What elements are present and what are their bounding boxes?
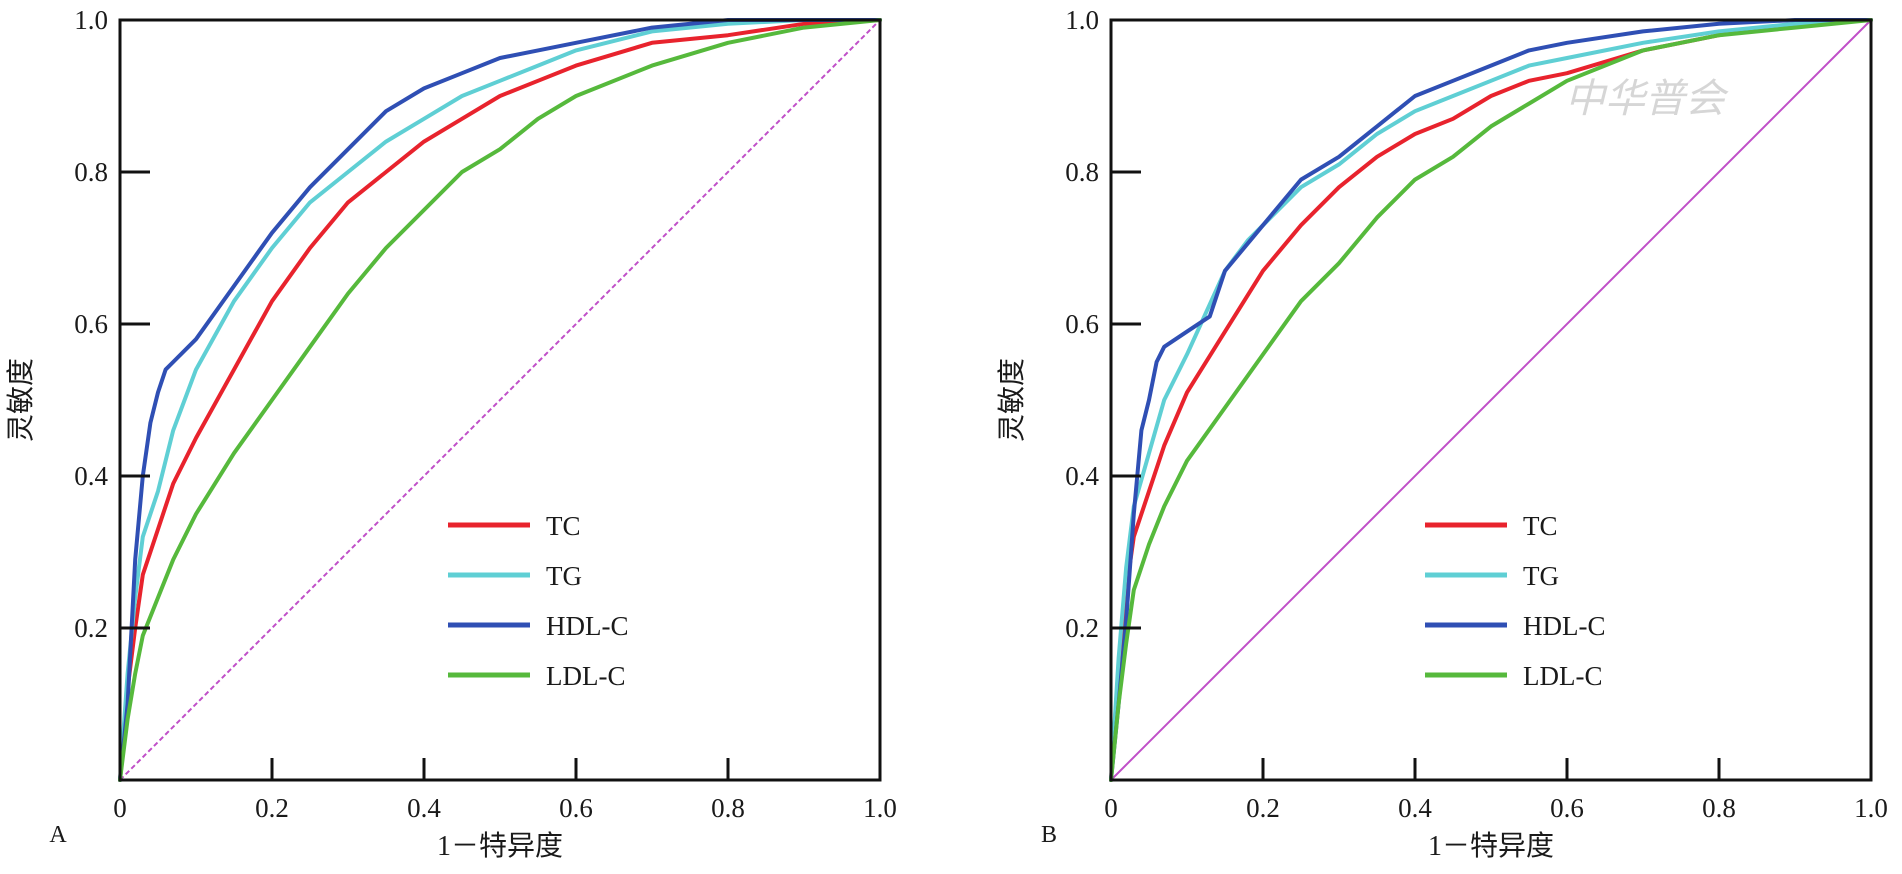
y-axis-title: 灵敏度 [5, 358, 37, 442]
x-tick-label: 0.6 [559, 793, 593, 823]
roc-curve-ldl-c [118, 18, 882, 782]
y-tick-label: 0.6 [1065, 309, 1099, 339]
y-tick-label: 1.0 [1065, 5, 1099, 35]
legend-label: HDL-C [546, 611, 629, 641]
x-tick-label: 0 [1104, 793, 1118, 823]
y-tick-label: 0.2 [1065, 613, 1099, 643]
x-tick-label: 0.6 [1550, 793, 1584, 823]
legend-label: LDL-C [1523, 661, 1602, 691]
plot-frame [1109, 18, 1873, 782]
legend-label: LDL-C [546, 661, 625, 691]
x-tick-label: 0.4 [407, 793, 441, 823]
y-tick-label: 0.6 [74, 309, 108, 339]
x-tick-label: 0.8 [711, 793, 745, 823]
x-tick-label: 0.4 [1398, 793, 1432, 823]
legend: TC TG HDL-C LDL-C [448, 511, 629, 691]
reference-diagonal-line [119, 19, 881, 781]
legend-label: HDL-C [1523, 611, 1606, 641]
x-tick-label: 1.0 [1854, 793, 1888, 823]
x-tick-label: 0.8 [1702, 793, 1736, 823]
panel-letter: B [1041, 822, 1057, 848]
y-axis-title: 灵敏度 [996, 358, 1028, 442]
roc-curve-ldl-c [1109, 18, 1873, 782]
roc-curve-tg [118, 18, 882, 782]
x-axis-title: 1－特异度 [1428, 830, 1554, 862]
y-tick-label: 0.4 [74, 461, 108, 491]
plot-frame [118, 18, 882, 782]
panel-letter: A [49, 822, 67, 848]
x-tick-label: 0.2 [255, 793, 289, 823]
legend-label: TC [546, 511, 581, 541]
reference-diagonal-line [1110, 19, 1872, 781]
roc-curve-tg [1109, 18, 1873, 782]
y-tick-label: 0.8 [74, 157, 108, 187]
legend-label: TG [546, 561, 582, 591]
roc-curve-hdl-c [118, 18, 882, 782]
legend-label: TG [1523, 561, 1559, 591]
x-tick-label: 0.2 [1246, 793, 1280, 823]
y-tick-label: 0.8 [1065, 157, 1099, 187]
y-tick-label: 0.4 [1065, 461, 1099, 491]
y-tick-label: 1.0 [74, 5, 108, 35]
roc-curve-tc [1109, 18, 1873, 782]
roc-curve-hdl-c [1109, 18, 1873, 782]
x-tick-label: 0 [113, 793, 127, 823]
y-tick-label: 0.2 [74, 613, 108, 643]
x-axis-title: 1－特异度 [437, 830, 563, 862]
legend-label: TC [1523, 511, 1558, 541]
roc-curve-tc [118, 18, 882, 782]
watermark-text: 中华普会 [1565, 76, 1729, 122]
x-tick-label: 1.0 [863, 793, 897, 823]
roc-panel-a: 0 0.2 0.4 0.6 0.8 1.0 0.2 0.4 0.6 0.8 1.0 1－特异度 灵敏度 A… [5, 5, 897, 862]
roc-panel-b: 0 0.2 0.4 0.6 0.8 1.0 0.2 0.4 0.6 0.8 1.0 1－特异度 灵敏度 B… [996, 5, 1888, 862]
legend: TC TG HDL-C LDL-C [1425, 511, 1606, 691]
